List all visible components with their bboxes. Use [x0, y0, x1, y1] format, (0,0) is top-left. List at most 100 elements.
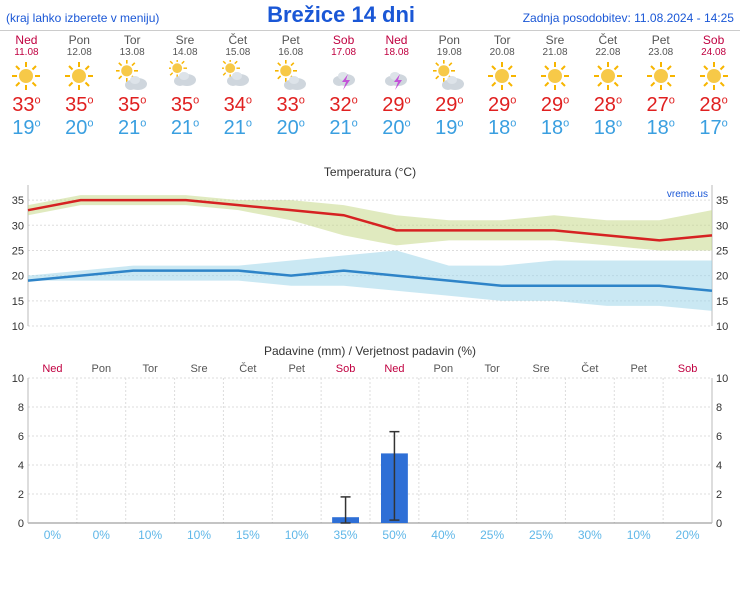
- svg-text:35: 35: [716, 195, 728, 207]
- day-date: 14.08: [159, 47, 212, 58]
- low-temp: 21o: [159, 117, 212, 140]
- svg-text:10%: 10%: [285, 528, 309, 542]
- low-temp: 21o: [106, 117, 159, 140]
- svg-text:15%: 15%: [236, 528, 260, 542]
- page-title: Brežice 14 dni: [267, 2, 415, 28]
- day-date: 16.08: [264, 47, 317, 58]
- day-date: 22.08: [581, 47, 634, 58]
- header-bar: (kraj lahko izberete v meniju) Brežice 1…: [0, 0, 740, 30]
- day-name: Tor: [476, 33, 529, 47]
- svg-text:35%: 35%: [334, 528, 358, 542]
- low-temp: 18o: [581, 117, 634, 140]
- high-temp: 32o: [317, 94, 370, 117]
- day-name: Čet: [211, 33, 264, 47]
- svg-text:50%: 50%: [382, 528, 406, 542]
- svg-text:25: 25: [12, 245, 24, 257]
- svg-text:0: 0: [18, 518, 24, 530]
- svg-text:Sre: Sre: [190, 363, 207, 375]
- day-header: Tor 20.08: [476, 31, 529, 58]
- weather-icon: [159, 58, 212, 94]
- day-name: Ned: [370, 33, 423, 47]
- svg-text:15: 15: [716, 296, 728, 308]
- high-temp: 27o: [634, 94, 687, 117]
- day-name: Sre: [159, 33, 212, 47]
- svg-text:Sre: Sre: [532, 363, 549, 375]
- low-temp: 20o: [53, 117, 106, 140]
- weather-icon: [0, 58, 53, 94]
- day-date: 13.08: [106, 47, 159, 58]
- svg-text:25: 25: [716, 245, 728, 257]
- svg-text:Pet: Pet: [288, 363, 305, 375]
- svg-text:10%: 10%: [138, 528, 162, 542]
- high-temp: 29o: [529, 94, 582, 117]
- svg-text:10: 10: [12, 321, 24, 333]
- weather-icon: [423, 58, 476, 94]
- high-temp: 33o: [264, 94, 317, 117]
- svg-text:25%: 25%: [480, 528, 504, 542]
- day-date: 15.08: [211, 47, 264, 58]
- svg-text:25%: 25%: [529, 528, 553, 542]
- svg-text:vreme.us: vreme.us: [667, 189, 708, 200]
- day-name: Pon: [53, 33, 106, 47]
- svg-text:Čet: Čet: [239, 362, 256, 375]
- day-name: Pet: [264, 33, 317, 47]
- svg-text:35: 35: [12, 195, 24, 207]
- day-name: Ned: [0, 33, 53, 47]
- high-temp: 28o: [687, 94, 740, 117]
- day-header: Ned 18.08: [370, 31, 423, 58]
- svg-text:Sob: Sob: [336, 363, 356, 375]
- weather-icon-row: [0, 58, 740, 94]
- svg-text:Čet: Čet: [581, 362, 598, 375]
- high-temp: 35o: [106, 94, 159, 117]
- day-date: 24.08: [687, 47, 740, 58]
- day-header: Pon 12.08: [53, 31, 106, 58]
- svg-text:Pon: Pon: [433, 363, 453, 375]
- day-name: Sre: [529, 33, 582, 47]
- last-updated: Zadnja posodobitev: 11.08.2024 - 14:25: [523, 11, 734, 25]
- svg-text:0: 0: [716, 518, 722, 530]
- svg-text:Ned: Ned: [384, 363, 404, 375]
- svg-text:30: 30: [716, 220, 728, 232]
- svg-text:8: 8: [18, 402, 24, 414]
- day-header: Sre 21.08: [529, 31, 582, 58]
- svg-text:4: 4: [716, 460, 722, 472]
- svg-text:10: 10: [716, 373, 728, 385]
- low-temp: 19o: [423, 117, 476, 140]
- day-name: Sob: [317, 33, 370, 47]
- high-temp: 29o: [476, 94, 529, 117]
- weather-icon: [634, 58, 687, 94]
- day-name: Čet: [581, 33, 634, 47]
- day-header: Sob 24.08: [687, 31, 740, 58]
- weather-icon: [476, 58, 529, 94]
- day-date: 17.08: [317, 47, 370, 58]
- day-date: 11.08: [0, 47, 53, 58]
- weather-icon: [317, 58, 370, 94]
- high-temp: 33o: [0, 94, 53, 117]
- svg-text:10: 10: [12, 373, 24, 385]
- day-name: Sob: [687, 33, 740, 47]
- svg-text:10%: 10%: [187, 528, 211, 542]
- svg-text:30: 30: [12, 220, 24, 232]
- svg-text:Sob: Sob: [678, 363, 698, 375]
- svg-text:2: 2: [18, 489, 24, 501]
- high-temp: 28o: [581, 94, 634, 117]
- svg-text:Ned: Ned: [42, 363, 62, 375]
- svg-text:Pon: Pon: [91, 363, 111, 375]
- svg-text:0%: 0%: [44, 528, 62, 542]
- svg-text:Tor: Tor: [143, 363, 159, 375]
- day-date: 23.08: [634, 47, 687, 58]
- menu-note[interactable]: (kraj lahko izberete v meniju): [6, 11, 159, 25]
- day-name: Tor: [106, 33, 159, 47]
- high-temp: 29o: [423, 94, 476, 117]
- high-temp: 34o: [211, 94, 264, 117]
- day-name: Pon: [423, 33, 476, 47]
- svg-text:0%: 0%: [93, 528, 111, 542]
- svg-text:20: 20: [716, 271, 728, 283]
- svg-text:30%: 30%: [578, 528, 602, 542]
- high-temp: 35o: [53, 94, 106, 117]
- svg-text:8: 8: [716, 402, 722, 414]
- weather-icon: [53, 58, 106, 94]
- svg-text:2: 2: [716, 489, 722, 501]
- temperature-chart-block: Temperatura (°C) 10101515202025253030353…: [0, 165, 740, 336]
- day-header: Čet 22.08: [581, 31, 634, 58]
